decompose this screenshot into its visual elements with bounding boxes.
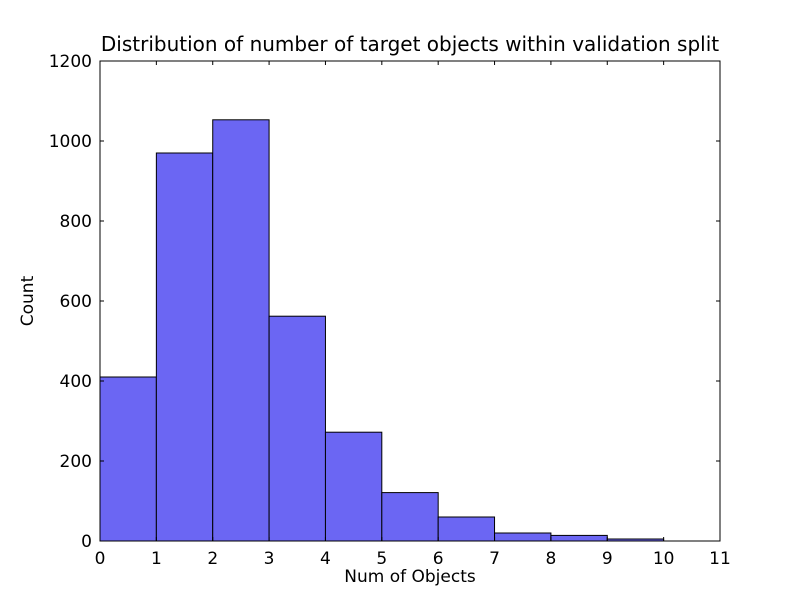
x-tick-label: 2	[207, 549, 218, 569]
x-tick-label: 7	[489, 549, 500, 569]
x-tick-label: 4	[320, 549, 331, 569]
y-tick-label: 1000	[49, 132, 92, 152]
y-tick-label: 400	[60, 372, 92, 392]
histogram-bar	[212, 119, 270, 542]
y-tick-label: 600	[60, 292, 92, 312]
x-tick-label: 0	[95, 549, 106, 569]
ticks-group	[99, 60, 721, 542]
x-axis-label: Num of Objects	[344, 567, 476, 587]
chart-title: Distribution of number of target objects…	[101, 32, 719, 56]
y-tick-label: 1200	[49, 52, 92, 72]
histogram-bar	[550, 534, 608, 542]
histogram-bar	[155, 152, 214, 542]
x-tick-label: 3	[264, 549, 275, 569]
x-tick-label: 10	[653, 549, 675, 569]
histogram-bar	[437, 516, 496, 542]
x-tick-label: 9	[602, 549, 613, 569]
y-axis-label: Count	[18, 275, 38, 326]
x-tick-label: 6	[433, 549, 444, 569]
x-tick-label: 1	[151, 549, 162, 569]
histogram-bar	[99, 376, 157, 542]
tick-labels-group: 0 1 2 3 4 5 6 7 8 9 10 11 0 200 400 600 800 1000 1200	[49, 52, 731, 569]
histogram-bar	[494, 532, 552, 542]
histogram-bar	[324, 431, 383, 542]
histogram-bar	[381, 492, 439, 542]
x-tick-label: 11	[709, 549, 731, 569]
x-tick-label: 8	[545, 549, 556, 569]
x-tick-label: 5	[376, 549, 387, 569]
y-tick-label: 200	[60, 452, 92, 472]
bars-group	[99, 119, 665, 542]
y-tick-label: 0	[81, 532, 92, 552]
histogram-bar	[268, 315, 326, 542]
y-tick-label: 800	[60, 212, 92, 232]
